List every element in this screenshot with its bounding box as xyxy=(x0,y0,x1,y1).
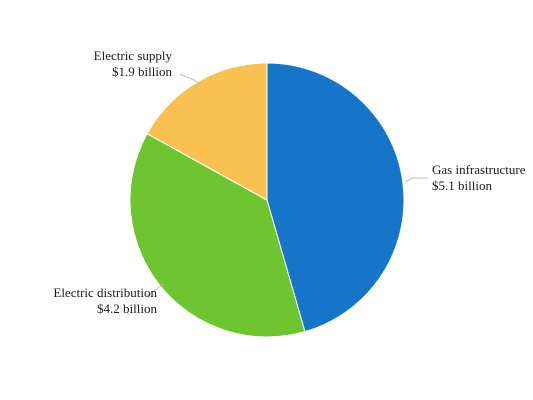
leader-line-electric-distribution xyxy=(145,283,164,297)
slice-label-electric-supply: Electric supply xyxy=(94,48,173,63)
leader-lines xyxy=(145,73,428,297)
slice-labels: Gas infrastructure$5.1 billion Electric d… xyxy=(53,48,525,316)
slice-value-label-electric-supply: $1.9 billion xyxy=(112,64,172,79)
pie-slice-gas-infrastructure[interactable] xyxy=(266,62,405,333)
slice-label-electric-distribution: Electric distribution xyxy=(53,285,157,300)
pie-slice-electric-distribution[interactable] xyxy=(129,133,306,338)
slice-value-label-electric-distribution: $4.2 billion xyxy=(97,301,157,316)
leader-line-electric-supply xyxy=(179,73,202,86)
slice-value-label-gas-infrastructure: $5.1 billion xyxy=(432,178,492,193)
slice-label-gas-infrastructure: Gas infrastructure xyxy=(432,162,526,177)
leader-line-gas-infrastructure xyxy=(404,177,428,183)
pie-slices xyxy=(129,62,405,338)
